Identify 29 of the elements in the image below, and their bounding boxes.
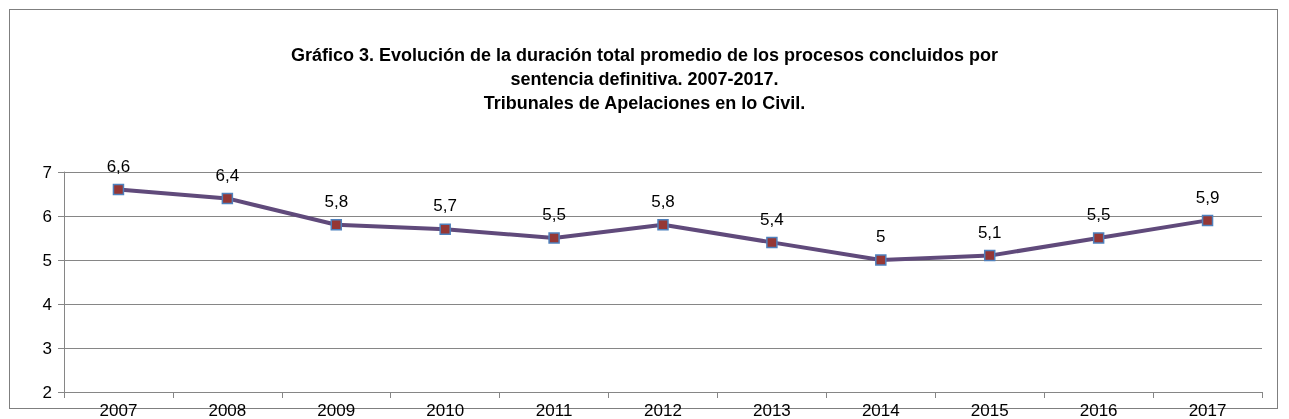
x-tick-label: 2011 (535, 401, 573, 419)
x-tick-label: 2013 (753, 401, 791, 419)
x-tick-label: 2016 (1079, 401, 1118, 419)
data-label: 5,5 (1086, 205, 1111, 225)
y-tick-label: 3 (42, 338, 52, 358)
x-tick-label: 2007 (99, 401, 138, 419)
x-tick-label: 2015 (970, 401, 1009, 419)
data-label: 5,9 (1195, 187, 1220, 207)
data-label: 5,4 (760, 209, 784, 229)
chart-title: Gráfico 3. Evolución de la duración total promedio de los procesos concluidos por sentencia definitiva. 2007-2017. Tribunales de Apelaciones en lo Civil. (290, 45, 999, 113)
y-tick-label: 5 (42, 250, 52, 270)
data-label: 5,5 (542, 205, 566, 225)
x-tick-label: 2012 (644, 401, 682, 419)
data-label: 6,4 (215, 165, 240, 185)
x-tick-label: 2017 (1188, 401, 1227, 419)
x-tick-label: 2009 (317, 401, 356, 419)
y-tick-label: 2 (42, 382, 52, 402)
y-tick-label: 4 (42, 294, 52, 314)
data-label: 5,7 (433, 196, 457, 216)
x-tick-label: 2008 (208, 401, 247, 419)
data-label: 5,8 (324, 192, 349, 212)
data-label: 5 (876, 227, 886, 247)
data-label: 6,6 (106, 156, 131, 176)
y-tick-label: 7 (42, 162, 52, 182)
data-label: 5,1 (977, 222, 1002, 242)
x-tick-label: 2014 (861, 401, 900, 419)
x-tick-label: 2010 (426, 401, 465, 419)
data-label: 5,8 (651, 192, 675, 212)
y-tick-label: 6 (42, 206, 52, 226)
